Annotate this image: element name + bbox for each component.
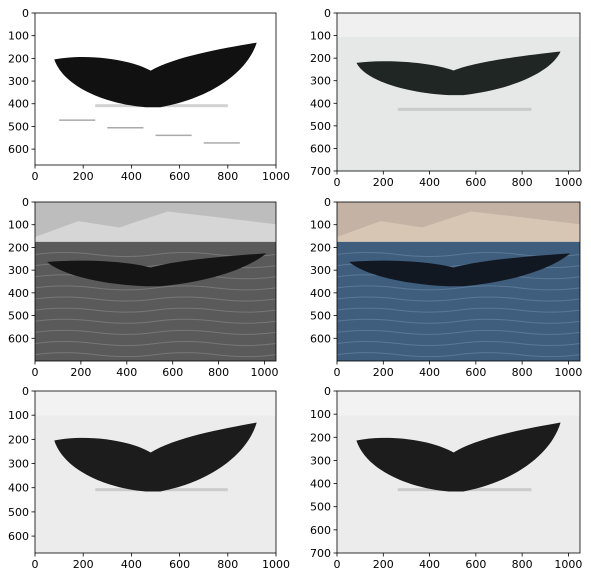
y-tick-label: 300	[310, 75, 331, 88]
y-tick-label: 200	[310, 52, 331, 65]
y-tick-label: 600	[8, 143, 29, 156]
y-tick-label: 300	[8, 264, 29, 277]
y-tick-label: 400	[310, 287, 331, 300]
y-tick-label: 500	[310, 501, 331, 514]
y-tick-label: 500	[310, 310, 331, 323]
x-tick-label: 1000	[554, 558, 582, 571]
x-tick-label: 600	[465, 176, 486, 189]
x-tick-label: 400	[116, 366, 137, 379]
x-tick-label: 200	[70, 366, 91, 379]
y-tick-label: 400	[310, 97, 331, 110]
y-tick-label: 0	[324, 7, 331, 20]
y-tick-label: 400	[310, 478, 331, 491]
x-tick-label: 800	[217, 170, 238, 183]
y-tick-label: 500	[310, 120, 331, 133]
y-tick-label: 100	[8, 30, 29, 43]
y-tick-label: 500	[8, 506, 29, 519]
x-tick-label: 400	[419, 366, 440, 379]
panel-row1-left: 0 200 400 600 800 1000 0 100 200 300 400 500 600	[8, 7, 290, 183]
y-tick-label: 600	[8, 530, 29, 543]
x-tick-label: 800	[208, 366, 229, 379]
axes-frame	[336, 12, 581, 172]
x-tick-label: 200	[373, 366, 394, 379]
panel-row3-left: 0 200 400 600 800 1000 0 100 200 300 400 500 600	[8, 385, 290, 571]
x-tick-label: 600	[465, 366, 486, 379]
x-tick-label: 600	[465, 558, 486, 571]
x-tick-label: 0	[32, 170, 39, 183]
x-tick-label: 200	[373, 176, 394, 189]
x-tick-label: 200	[73, 558, 94, 571]
y-tick-label: 300	[8, 75, 29, 88]
y-tick-label: 100	[8, 409, 29, 422]
x-tick-label: 600	[169, 170, 190, 183]
y-tick-label: 200	[310, 431, 331, 444]
x-tick-label: 200	[73, 170, 94, 183]
y-tick-label: 400	[8, 98, 29, 111]
y-tick-label: 0	[22, 7, 29, 20]
y-tick-label: 200	[8, 433, 29, 446]
x-tick-label: 800	[217, 558, 238, 571]
whale-tail-photo-threshold-bw	[35, 13, 276, 165]
x-tick-label: 0	[334, 366, 341, 379]
axes-frame	[34, 201, 277, 362]
axes-frame	[336, 390, 581, 554]
x-tick-label: 0	[334, 558, 341, 571]
panel-row1-right: 0 200 400 600 800 1000 0 100 200 300 400 500 600 700	[310, 7, 582, 189]
axes-frame	[34, 390, 277, 554]
y-tick-label: 0	[22, 385, 29, 398]
y-tick-label: 200	[310, 241, 331, 254]
x-tick-label: 1000	[262, 558, 290, 571]
y-tick-label: 0	[324, 196, 331, 209]
y-tick-label: 100	[310, 30, 331, 43]
x-tick-label: 400	[121, 170, 142, 183]
y-tick-label: 400	[8, 482, 29, 495]
y-tick-label: 300	[8, 458, 29, 471]
y-tick-label: 500	[8, 310, 29, 323]
x-tick-label: 800	[512, 176, 533, 189]
panel-row2-right: 0 200 400 600 800 1000 0 100 200 300 400 500 600	[310, 196, 582, 379]
panel-row3-right: 0 200 400 600 800 1000 0 100 200 300 400 500 600 700	[310, 385, 582, 571]
x-tick-label: 600	[162, 366, 183, 379]
y-tick-label: 500	[8, 120, 29, 133]
x-tick-label: 0	[334, 176, 341, 189]
x-tick-label: 1000	[262, 170, 290, 183]
whale-tail-photo-light-copy	[337, 391, 580, 553]
x-tick-label: 600	[169, 558, 190, 571]
x-tick-label: 1000	[554, 176, 582, 189]
whale-tail-photo-color-ocean	[337, 202, 580, 361]
x-tick-label: 400	[121, 558, 142, 571]
whale-tail-photo-light-gray	[337, 13, 580, 171]
x-tick-label: 1000	[554, 366, 582, 379]
axes-frame	[34, 12, 277, 166]
x-tick-label: 400	[419, 176, 440, 189]
y-tick-label: 0	[324, 385, 331, 398]
y-tick-label: 600	[310, 142, 331, 155]
y-tick-label: 200	[8, 241, 29, 254]
x-tick-label: 0	[32, 558, 39, 571]
x-tick-label: 0	[32, 366, 39, 379]
y-tick-label: 600	[310, 332, 331, 345]
y-tick-label: 600	[310, 524, 331, 537]
y-tick-label: 0	[22, 196, 29, 209]
x-tick-label: 800	[512, 558, 533, 571]
x-tick-label: 400	[419, 558, 440, 571]
y-tick-label: 700	[310, 165, 331, 178]
whale-tail-photo-grayscale-ocean	[35, 202, 276, 361]
x-tick-label: 800	[512, 366, 533, 379]
y-tick-label: 300	[310, 264, 331, 277]
y-tick-label: 300	[310, 454, 331, 467]
axes-frame	[336, 201, 581, 362]
whale-tail-photo-light	[35, 391, 276, 553]
y-tick-label: 100	[310, 219, 331, 232]
y-tick-label: 100	[310, 408, 331, 421]
y-tick-label: 600	[8, 332, 29, 345]
y-tick-label: 400	[8, 287, 29, 300]
y-tick-label: 200	[8, 52, 29, 65]
x-tick-label: 1000	[251, 366, 279, 379]
panel-row2-left: 0 200 400 600 800 1000 0 100 200 300 400 500 600	[8, 196, 279, 379]
y-tick-label: 700	[310, 547, 331, 560]
x-tick-label: 200	[373, 558, 394, 571]
y-tick-label: 100	[8, 219, 29, 232]
